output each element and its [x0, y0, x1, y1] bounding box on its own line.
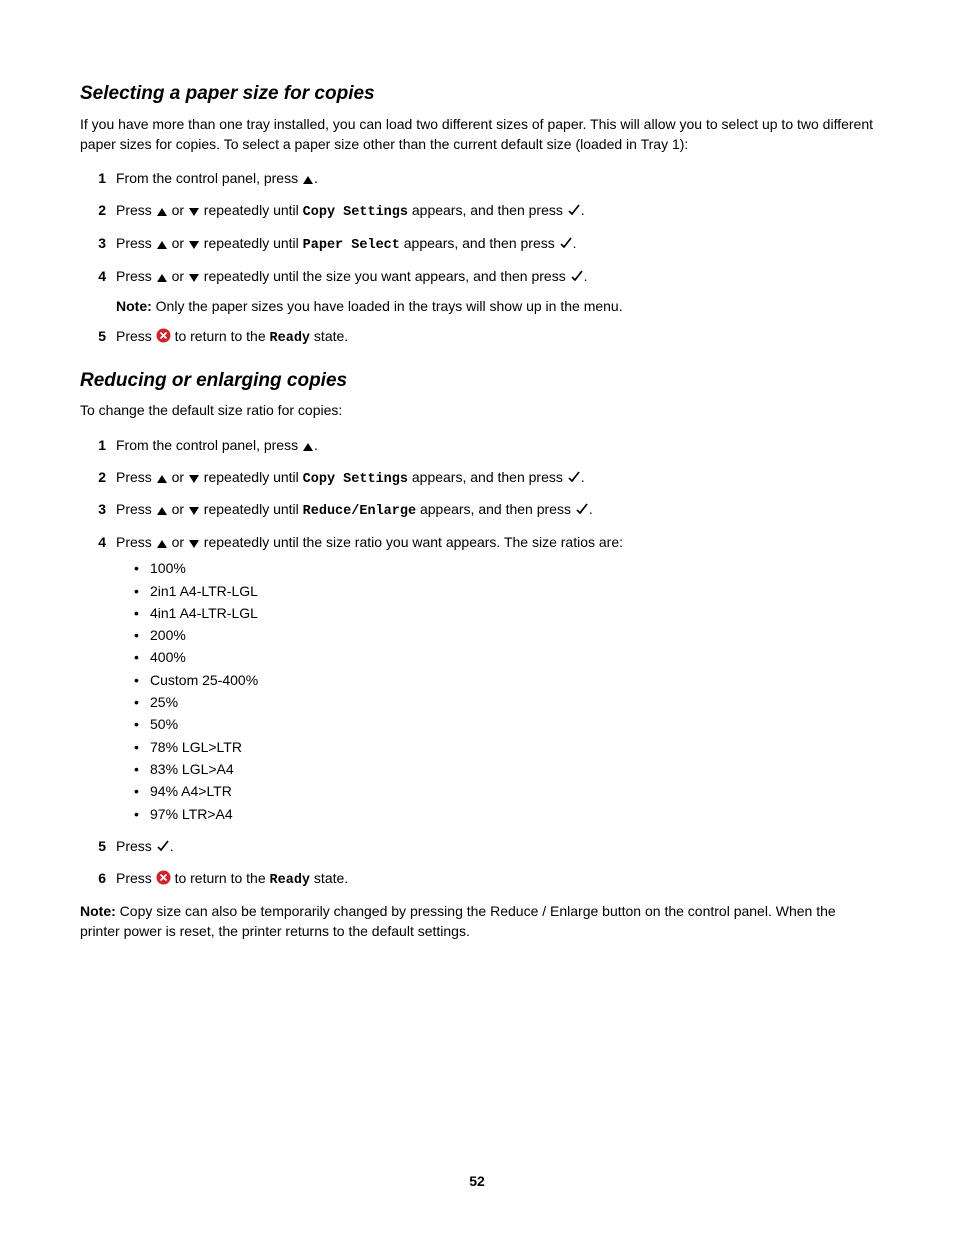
step-number: 3	[80, 233, 116, 256]
step-body: Press or repeatedly until the size ratio…	[116, 532, 874, 826]
list-item: 4in1 A4-LTR-LGL	[134, 603, 874, 623]
section1-steps: 1 From the control panel, press . 2 Pres…	[80, 168, 874, 349]
page-number: 52	[80, 1171, 874, 1191]
up-icon	[302, 437, 314, 457]
list-item: Custom 25-400%	[134, 670, 874, 690]
list-item: 200%	[134, 625, 874, 645]
up-icon	[156, 534, 168, 554]
up-icon	[156, 268, 168, 288]
step-number: 2	[80, 467, 116, 490]
up-icon	[302, 170, 314, 190]
stop-icon	[156, 870, 171, 890]
list-item: 83% LGL>A4	[134, 759, 874, 779]
check-icon	[575, 501, 589, 521]
step-number: 6	[80, 868, 116, 891]
list-item: 78% LGL>LTR	[134, 737, 874, 757]
menu-code: Reduce/Enlarge	[303, 504, 416, 519]
step-number: 2	[80, 200, 116, 223]
up-icon	[156, 501, 168, 521]
check-icon	[559, 235, 573, 255]
list-item: 94% A4>LTR	[134, 781, 874, 801]
up-icon	[156, 469, 168, 489]
up-icon	[156, 202, 168, 222]
step-number: 3	[80, 499, 116, 522]
down-icon	[188, 202, 200, 222]
step-body: Press or repeatedly until Reduce/Enlarge…	[116, 499, 874, 522]
step-number: 1	[80, 168, 116, 190]
step-note: Note: Only the paper sizes you have load…	[116, 296, 874, 316]
section2-steps: 1 From the control panel, press . 2 Pres…	[80, 435, 874, 891]
down-icon	[188, 534, 200, 554]
step-number: 5	[80, 836, 116, 858]
stop-icon	[156, 328, 171, 348]
check-icon	[567, 202, 581, 222]
down-icon	[188, 469, 200, 489]
section-heading-2: Reducing or enlarging copies	[80, 367, 874, 395]
step-body: Press or repeatedly until Copy Settings …	[116, 467, 874, 490]
list-item: 2in1 A4-LTR-LGL	[134, 581, 874, 601]
step-body: Press or repeatedly until Copy Settings …	[116, 200, 874, 223]
check-icon	[570, 268, 584, 288]
step-number: 5	[80, 326, 116, 349]
list-item: 50%	[134, 714, 874, 734]
menu-code: Paper Select	[303, 238, 400, 253]
menu-code: Copy Settings	[303, 205, 408, 220]
step-number: 4	[80, 266, 116, 317]
step-body: Press or repeatedly until Paper Select a…	[116, 233, 874, 256]
check-icon	[156, 838, 170, 858]
step-body: From the control panel, press .	[116, 168, 874, 190]
list-item: 97% LTR>A4	[134, 804, 874, 824]
check-icon	[567, 469, 581, 489]
state-code: Ready	[270, 873, 311, 888]
down-icon	[188, 501, 200, 521]
section2-footer-note: Note: Copy size can also be temporarily …	[80, 901, 874, 942]
list-item: 100%	[134, 558, 874, 578]
state-code: Ready	[270, 331, 311, 346]
section2-intro: To change the default size ratio for cop…	[80, 400, 874, 420]
section1-intro: If you have more than one tray installed…	[80, 114, 874, 155]
step-body: From the control panel, press .	[116, 435, 874, 457]
step-body: Press to return to the Ready state.	[116, 868, 874, 891]
step-number: 1	[80, 435, 116, 457]
step-body: Press .	[116, 836, 874, 858]
section-heading-1: Selecting a paper size for copies	[80, 80, 874, 108]
down-icon	[188, 268, 200, 288]
list-item: 25%	[134, 692, 874, 712]
up-icon	[156, 235, 168, 255]
menu-code: Copy Settings	[303, 472, 408, 487]
down-icon	[188, 235, 200, 255]
step-body: Press or repeatedly until the size you w…	[116, 266, 874, 317]
step-body: Press to return to the Ready state.	[116, 326, 874, 349]
list-item: 400%	[134, 647, 874, 667]
size-ratio-list: 100% 2in1 A4-LTR-LGL4in1 A4-LTR-LGL200%40…	[134, 558, 874, 824]
step-number: 4	[80, 532, 116, 826]
